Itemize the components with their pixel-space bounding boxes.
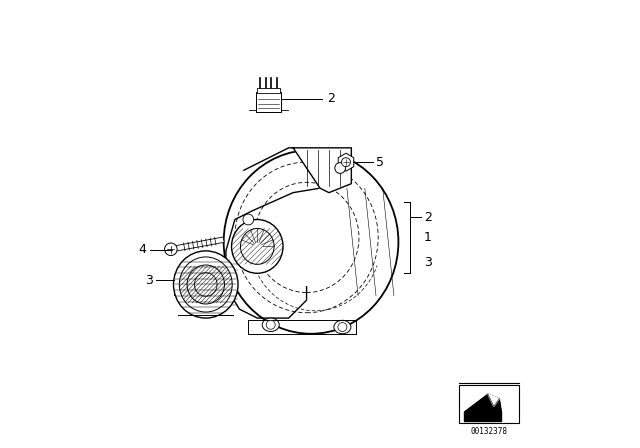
Circle shape <box>335 163 346 173</box>
Polygon shape <box>488 394 499 406</box>
Ellipse shape <box>241 228 274 264</box>
Text: 5: 5 <box>376 155 385 169</box>
Polygon shape <box>174 237 224 251</box>
Circle shape <box>164 243 177 255</box>
Circle shape <box>243 214 253 225</box>
Text: 2: 2 <box>424 211 432 224</box>
Text: 2: 2 <box>327 92 335 105</box>
Text: 4: 4 <box>138 243 146 256</box>
Ellipse shape <box>262 318 279 332</box>
Bar <box>257 88 280 93</box>
Ellipse shape <box>173 251 238 318</box>
Ellipse shape <box>224 150 399 334</box>
Text: 3: 3 <box>145 273 153 287</box>
Ellipse shape <box>179 257 232 312</box>
Ellipse shape <box>334 320 351 334</box>
Polygon shape <box>464 394 502 412</box>
Circle shape <box>342 158 351 167</box>
Text: 00132378: 00132378 <box>470 427 508 436</box>
Bar <box>256 92 281 112</box>
Circle shape <box>338 323 347 332</box>
Ellipse shape <box>195 273 217 296</box>
Polygon shape <box>293 148 351 193</box>
Text: 3: 3 <box>424 255 432 269</box>
Ellipse shape <box>232 220 283 273</box>
Ellipse shape <box>187 265 225 304</box>
Text: 1: 1 <box>424 231 432 244</box>
Circle shape <box>266 320 275 329</box>
Bar <box>459 385 520 423</box>
Polygon shape <box>338 153 354 171</box>
